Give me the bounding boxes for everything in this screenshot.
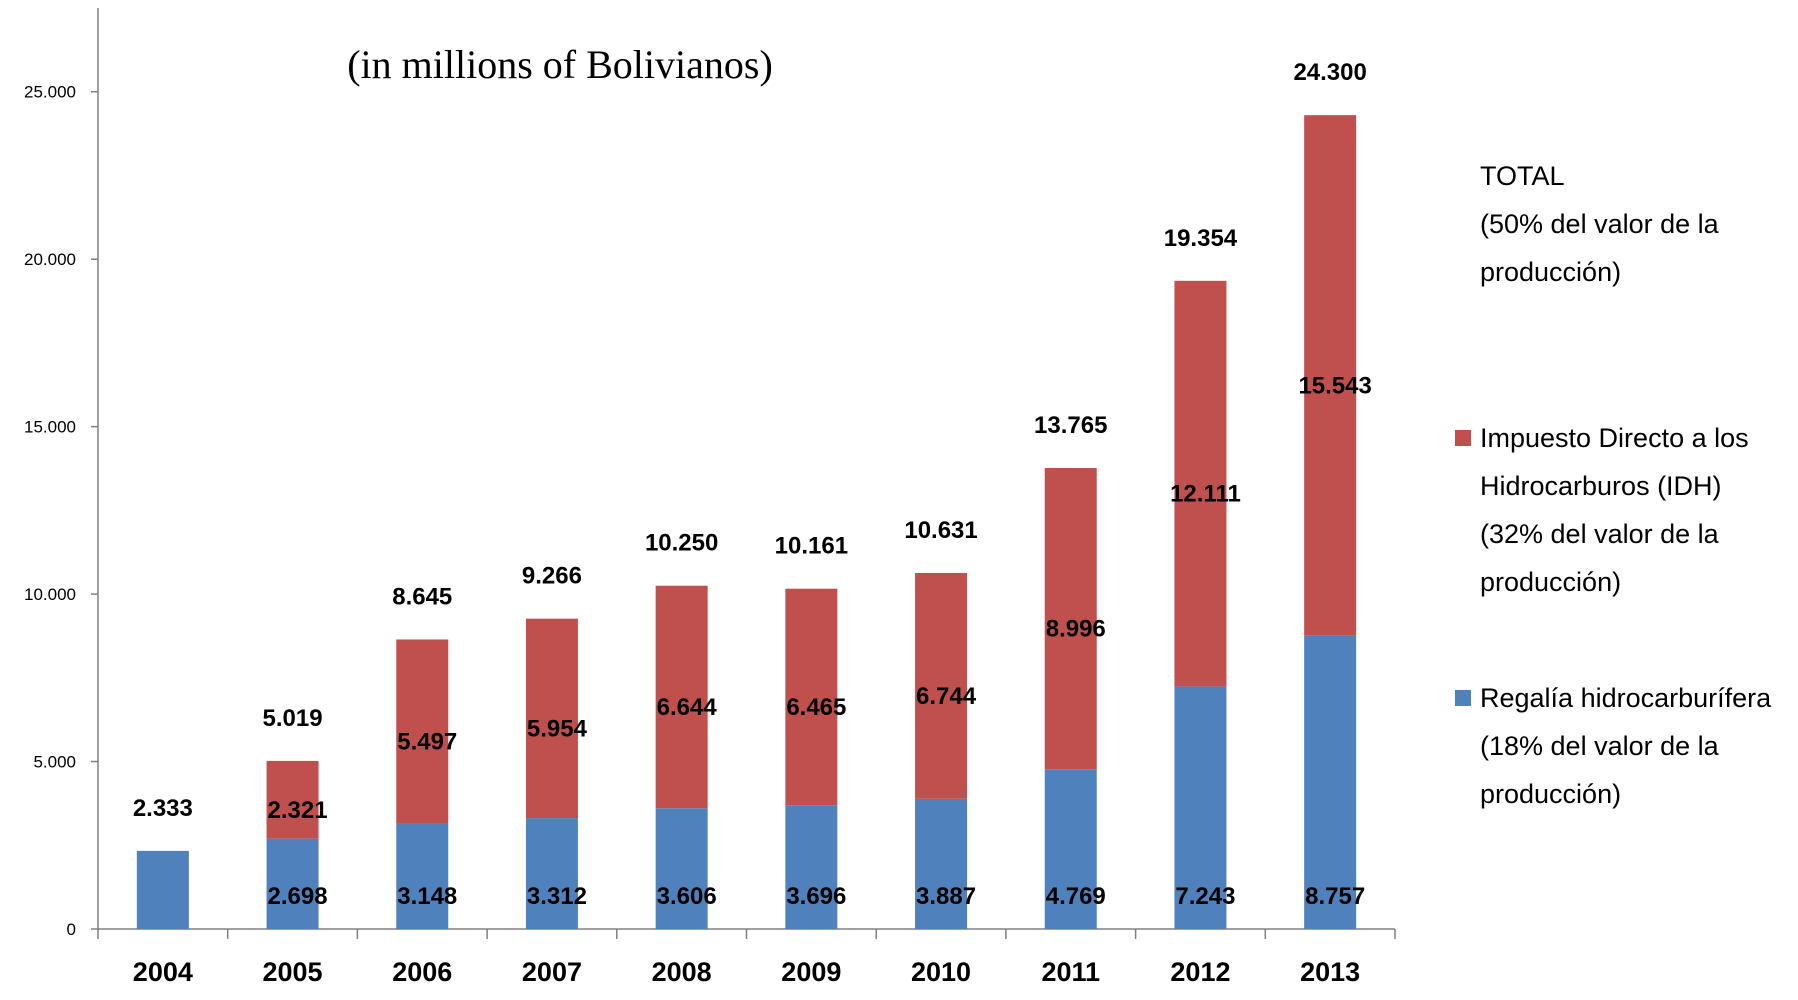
bar-segment-regalia: [396, 823, 449, 929]
data-label: 5.497: [397, 729, 457, 756]
bar-segment-regalia: [1174, 686, 1227, 929]
bars: [136, 115, 1357, 929]
data-label: 3.696: [786, 883, 846, 910]
total-label: 5.019: [263, 705, 323, 732]
bar-segment-idh: [785, 588, 838, 806]
data-label: 2.321: [268, 797, 328, 824]
data-label: 8.757: [1305, 883, 1365, 910]
chart-title: (in millions of Bolivianos): [347, 42, 773, 87]
x-tick-label: 2013: [1300, 957, 1360, 987]
total-label: 13.765: [1034, 412, 1107, 439]
legend-regalia-text: producción): [1480, 779, 1621, 809]
x-tick-label: 2007: [522, 957, 582, 987]
bar-segment-idh: [266, 760, 319, 839]
data-label: 4.769: [1046, 883, 1106, 910]
bar-segment-idh: [655, 585, 708, 809]
legend-total-text: producción): [1480, 257, 1621, 287]
x-tick-label: 2012: [1170, 957, 1230, 987]
bar-segment-regalia: [266, 838, 319, 929]
data-label: 6.644: [657, 694, 718, 721]
total-label: 24.300: [1293, 59, 1366, 86]
legend-idh-swatch: [1455, 430, 1471, 446]
x-tick-label: 2004: [133, 957, 193, 987]
bar-segment-regalia: [1304, 635, 1357, 929]
bar-segment-idh: [915, 572, 968, 799]
data-label: 3.148: [397, 883, 457, 910]
data-label: 3.606: [657, 883, 717, 910]
x-tick-label: 2011: [1041, 957, 1100, 987]
legend-regalia-text: Regalía hidrocarburífera: [1480, 683, 1772, 713]
bar-segment-regalia: [655, 808, 708, 929]
bar-segment-idh: [1174, 280, 1227, 687]
data-label: 8.996: [1046, 616, 1106, 643]
bar-segment-regalia: [785, 805, 838, 929]
legend-idh-text: Impuesto Directo a los: [1480, 423, 1749, 453]
y-tick-label: 15.000: [24, 418, 76, 437]
x-tick-label: 2008: [652, 957, 712, 987]
x-tick-label: 2009: [781, 957, 841, 987]
legend-idh-text: producción): [1480, 567, 1621, 597]
bar-segment-regalia: [525, 818, 578, 929]
data-label: 6.744: [916, 683, 977, 710]
total-label: 8.645: [392, 583, 452, 610]
data-labels: 2.333 2.698 2.321 5.019 3.148 5.497 8.645 3.312…: [133, 59, 1372, 910]
y-tick-label: 25.000: [24, 83, 76, 102]
data-label: 5.954: [527, 715, 588, 742]
legend: TOTAL (50% del valor de la producción) Impu…: [1455, 161, 1772, 809]
bar-segment-idh: [1044, 467, 1097, 770]
data-label: 12.111: [1170, 481, 1241, 508]
bar-segment-idh: [396, 639, 449, 824]
x-tick-label: 2005: [263, 957, 323, 987]
data-label: 6.465: [786, 694, 846, 721]
data-label: 3.312: [527, 883, 587, 910]
x-tick-label: 2010: [911, 957, 971, 987]
data-label: 7.243: [1175, 883, 1235, 910]
y-tick-label: 20.000: [24, 250, 76, 269]
bar-segment-regalia: [136, 850, 189, 929]
bar-segment-idh: [1304, 115, 1357, 636]
total-label: 9.266: [522, 563, 582, 590]
y-tick-label: 0: [67, 920, 76, 939]
total-label: 10.250: [645, 530, 718, 557]
axes: 0 5.000 10.000 15.000 20.000 25.000 2004 2005 20…: [24, 8, 1396, 987]
legend-idh-text: Hidrocarburos (IDH): [1480, 471, 1722, 501]
legend-regalia-text: (18% del valor de la: [1480, 731, 1720, 761]
data-label: 2.698: [268, 883, 328, 910]
y-tick-label: 10.000: [24, 585, 76, 604]
total-label: 10.631: [904, 517, 977, 544]
data-label: 15.543: [1298, 372, 1371, 399]
data-label: 3.887: [916, 883, 976, 910]
total-label: 19.354: [1164, 225, 1238, 252]
total-label: 10.161: [775, 533, 848, 560]
bar-segment-regalia: [1044, 769, 1097, 929]
total-label: 2.333: [133, 795, 193, 822]
legend-idh-text: (32% del valor de la: [1480, 519, 1720, 549]
legend-regalia-swatch: [1455, 690, 1471, 706]
legend-total-text: (50% del valor de la: [1480, 209, 1720, 239]
x-tick-label: 2006: [392, 957, 452, 987]
y-tick-label: 5.000: [33, 753, 76, 772]
bar-segment-idh: [525, 618, 578, 819]
legend-total-text: TOTAL: [1480, 161, 1565, 191]
bar-segment-regalia: [915, 798, 968, 929]
